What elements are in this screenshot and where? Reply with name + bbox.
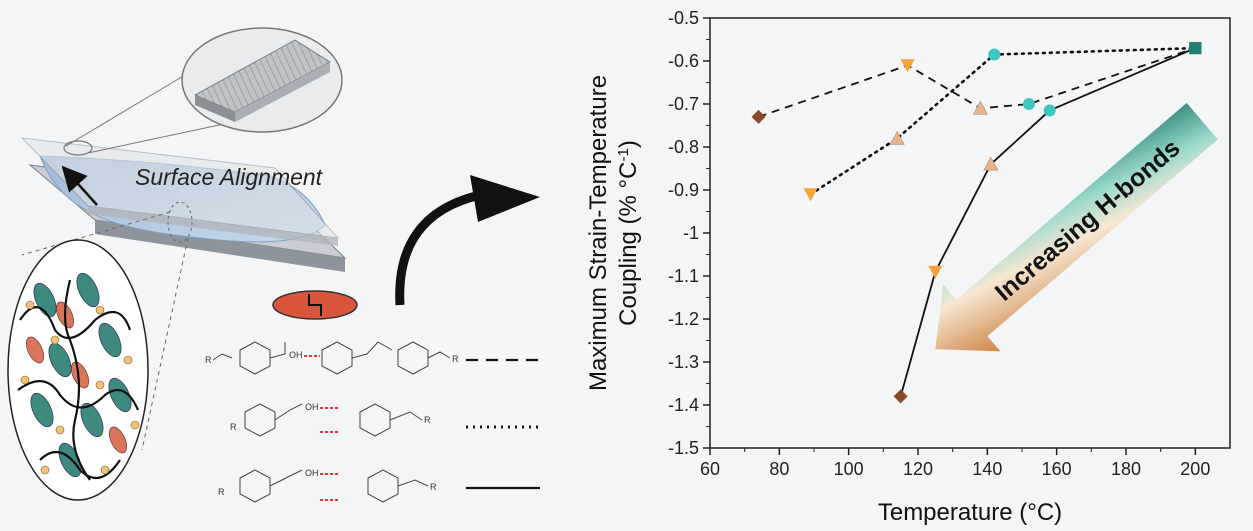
y-tick-label: -0.6	[668, 51, 699, 71]
schematic-illustration: Surface Alignment	[7, 27, 540, 503]
y-tick-label: -0.7	[668, 94, 699, 114]
h-bond-arrow-shape	[935, 102, 1218, 352]
series-dotted-line	[809, 46, 1197, 196]
plot-frame	[709, 17, 1231, 449]
data-point-circle	[1022, 98, 1035, 110]
y-tick-label: -1.3	[668, 352, 699, 372]
svg-text:R: R	[230, 422, 237, 432]
data-point-triangle-down	[900, 59, 915, 73]
y-axis-title-line2: Coupling (% °C-1)	[615, 140, 643, 326]
svg-text:R: R	[424, 415, 431, 425]
svg-text:R: R	[218, 487, 225, 497]
x-tick-label: 140	[972, 459, 1002, 479]
data-point-triangle-down	[928, 265, 943, 279]
svg-text:OH: OH	[305, 402, 319, 412]
x-tick-label: 100	[834, 459, 864, 479]
data-point-triangle-down	[803, 188, 818, 202]
network-zoom-ellipse	[7, 239, 149, 501]
svg-text:R: R	[430, 482, 437, 492]
h-bond-gradient-arrow: Increasing H-bonds	[935, 102, 1218, 352]
data-point-triangle-up	[972, 100, 988, 115]
svg-text:R: R	[452, 354, 459, 364]
y-tick-label: -1.2	[668, 309, 699, 329]
x-tick-label: 160	[1042, 459, 1072, 479]
alignment-arrow	[61, 165, 98, 206]
x-axis-title: Temperature (°C)	[878, 499, 1062, 526]
x-tick-label: 80	[769, 459, 789, 479]
x-tick-label: 60	[700, 459, 720, 479]
data-point-circle	[1043, 104, 1056, 117]
y-axis-title-line1: Maximum Strain-Temperature	[585, 75, 612, 391]
data-point-triangle-up	[983, 156, 999, 171]
strain-temperature-chart: -0.5 -0.6 -0.7 -0.8 -0.9 -1 -1.1 -1.2 -1.3 -1.4 -1…	[585, 8, 1231, 526]
molecule-solid: R OH R	[218, 468, 540, 503]
x-tick-label: 200	[1180, 459, 1210, 479]
x-tick-label: 120	[903, 459, 933, 479]
x-tick-label: 180	[1111, 459, 1141, 479]
data-point-triangle-up	[889, 130, 905, 145]
data-point-diamond	[751, 109, 766, 124]
svg-text:OH: OH	[305, 468, 319, 478]
svg-text:OH: OH	[289, 350, 303, 360]
surface-alignment-label: Surface Alignment	[135, 164, 324, 190]
y-tick-label: -1.5	[668, 438, 699, 458]
data-point-circle	[988, 48, 1001, 61]
data-point-diamond	[893, 389, 908, 404]
y-tick-label: -0.8	[668, 137, 699, 157]
transition-arrow	[395, 190, 482, 306]
h-bond-annotation: Increasing H-bonds	[990, 134, 1186, 307]
series-dashed-line	[758, 47, 1196, 118]
molecule-dashed: R OH R	[205, 341, 540, 375]
y-tick-label: -1.4	[668, 395, 699, 415]
molecule-dotted: R OH R	[230, 402, 540, 437]
y-tick-label: -1.1	[668, 266, 699, 286]
y-tick-label: -1	[683, 223, 699, 243]
y-tick-label: -0.5	[668, 8, 699, 28]
mesogen-icon	[272, 290, 358, 320]
data-point-square	[1189, 42, 1202, 55]
svg-text:R: R	[205, 355, 212, 365]
y-tick-label: -0.9	[668, 180, 699, 200]
